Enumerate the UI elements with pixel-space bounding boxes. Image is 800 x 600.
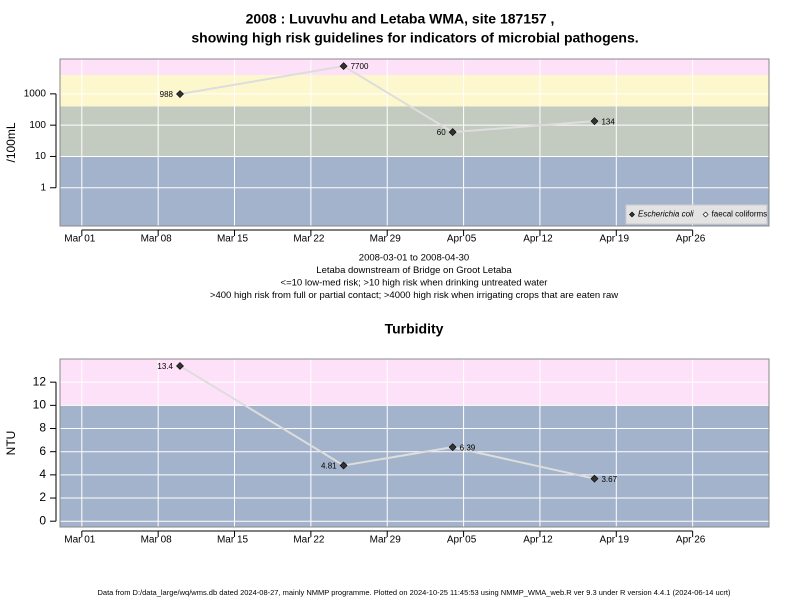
data-point [176, 90, 184, 98]
data-label: 3.67 [601, 475, 617, 484]
data-label: 4.81 [321, 462, 337, 471]
legend-box [625, 204, 768, 225]
x-tick-label: Mar 29 [370, 234, 402, 245]
x-tick-label: Apr 26 [676, 234, 706, 245]
legend-label: faecal coliforms [712, 210, 768, 219]
data-point [590, 474, 599, 483]
x-tick-label: Apr 05 [447, 535, 477, 546]
x-tick-label: Mar 08 [141, 535, 173, 546]
y-tick-label: 0 [39, 513, 46, 527]
data-label: 13.4 [157, 362, 173, 371]
data-point [176, 362, 184, 370]
plot-frame [59, 358, 770, 528]
x-tick-label: Mar 08 [141, 234, 173, 245]
legend-label: Escherichia coli [638, 210, 694, 219]
y-tick-label: 8 [39, 421, 46, 435]
data-point [448, 128, 457, 137]
x-tick-label: Mar 15 [217, 234, 249, 245]
chart-title: Turbidity [385, 321, 444, 337]
x-tick-label: Mar 01 [64, 234, 96, 245]
x-tick-label: Apr 26 [676, 535, 706, 546]
data-point [590, 117, 599, 126]
y-axis-label: /100mL [4, 122, 18, 162]
y-tick-label: 1000 [24, 89, 47, 100]
x-tick-label: Mar 01 [64, 535, 96, 546]
legend-marker [629, 211, 635, 218]
risk-band [60, 75, 769, 107]
legend-marker [702, 211, 709, 218]
annotation: Letaba downstream of Bridge on Groot Let… [316, 265, 512, 276]
data-label: 6.39 [460, 443, 476, 452]
x-tick-label: Mar 29 [370, 535, 402, 546]
x-tick-label: Apr 19 [600, 234, 630, 245]
footer: Data from D:/data_large/wq/wms.db dated … [98, 588, 731, 597]
annotation: <=10 low-med risk; >10 high risk when dr… [281, 278, 548, 289]
x-tick-label: Apr 05 [447, 234, 477, 245]
plot-frame [59, 58, 770, 227]
data-label: 60 [437, 128, 446, 137]
y-tick-label: 10 [33, 398, 47, 412]
risk-band [60, 106, 769, 157]
x-tick-label: Apr 12 [523, 535, 553, 546]
series-line [179, 65, 595, 134]
annotation: >400 high risk from full or partial cont… [210, 290, 618, 301]
chart-subtitle: showing high risk guidelines for indicat… [191, 30, 638, 46]
x-tick-label: Apr 19 [600, 535, 630, 546]
data-label: 7700 [351, 62, 369, 71]
y-tick-label: 100 [29, 120, 46, 131]
data-label: 988 [160, 90, 174, 99]
y-axis-label: NTU [4, 431, 18, 456]
data-point [339, 461, 348, 470]
y-tick-label: 12 [33, 374, 47, 388]
chart-title: 2008 : Luvuvhu and Letaba WMA, site 1871… [246, 11, 555, 27]
x-tick-label: Mar 22 [293, 234, 325, 245]
risk-band [60, 405, 769, 527]
series-line [179, 365, 595, 480]
x-tick-label: Mar 15 [217, 535, 249, 546]
y-tick-label: 1 [40, 182, 46, 193]
y-tick-label: 6 [39, 444, 46, 458]
y-tick-label: 10 [35, 151, 47, 162]
data-point [448, 443, 457, 452]
x-tick-label: Apr 12 [523, 234, 553, 245]
annotation: 2008-03-01 to 2008-04-30 [359, 253, 469, 264]
y-tick-label: 4 [39, 467, 46, 481]
data-label: 134 [601, 117, 615, 126]
x-tick-label: Mar 22 [293, 535, 325, 546]
data-point [339, 62, 348, 71]
y-tick-label: 2 [39, 490, 46, 504]
risk-band [60, 59, 769, 76]
